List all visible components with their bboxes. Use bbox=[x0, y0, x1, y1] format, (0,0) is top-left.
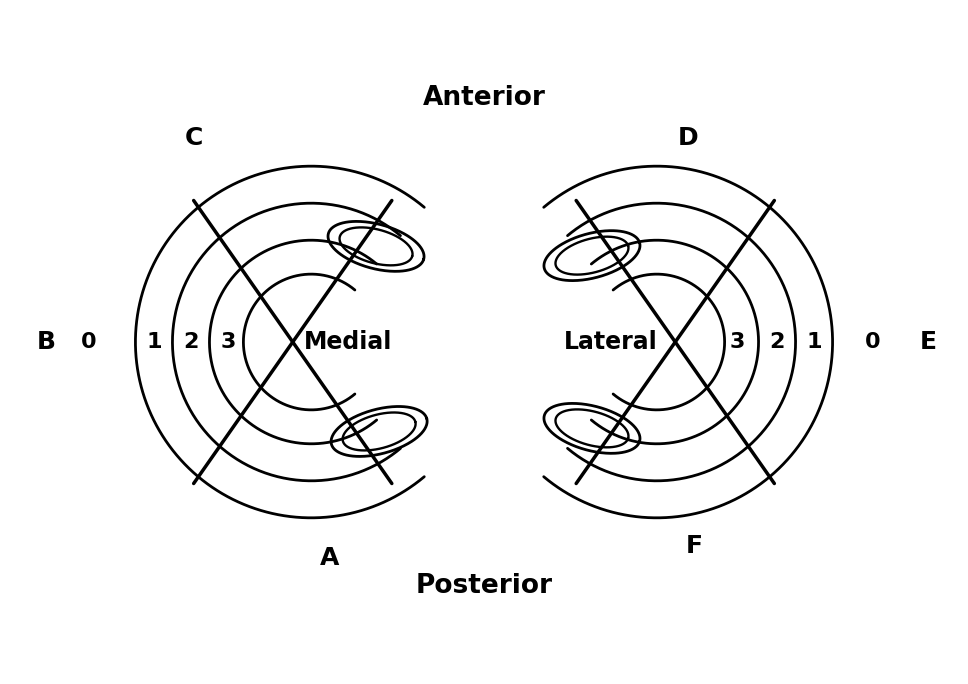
Text: E: E bbox=[920, 330, 937, 354]
Text: 3: 3 bbox=[221, 332, 235, 352]
Text: F: F bbox=[685, 534, 702, 557]
Text: A: A bbox=[320, 546, 340, 570]
Text: Posterior: Posterior bbox=[415, 573, 553, 598]
Text: B: B bbox=[37, 330, 55, 354]
Text: C: C bbox=[185, 127, 203, 150]
Text: Medial: Medial bbox=[304, 330, 392, 354]
Text: 2: 2 bbox=[770, 332, 785, 352]
Text: D: D bbox=[678, 127, 698, 150]
Text: 1: 1 bbox=[806, 332, 822, 352]
Text: Anterior: Anterior bbox=[423, 86, 545, 111]
Text: 1: 1 bbox=[146, 332, 162, 352]
Text: 3: 3 bbox=[729, 332, 744, 352]
Text: Lateral: Lateral bbox=[563, 330, 657, 354]
Text: 0: 0 bbox=[81, 332, 97, 352]
Text: 0: 0 bbox=[864, 332, 881, 352]
Text: 2: 2 bbox=[183, 332, 198, 352]
